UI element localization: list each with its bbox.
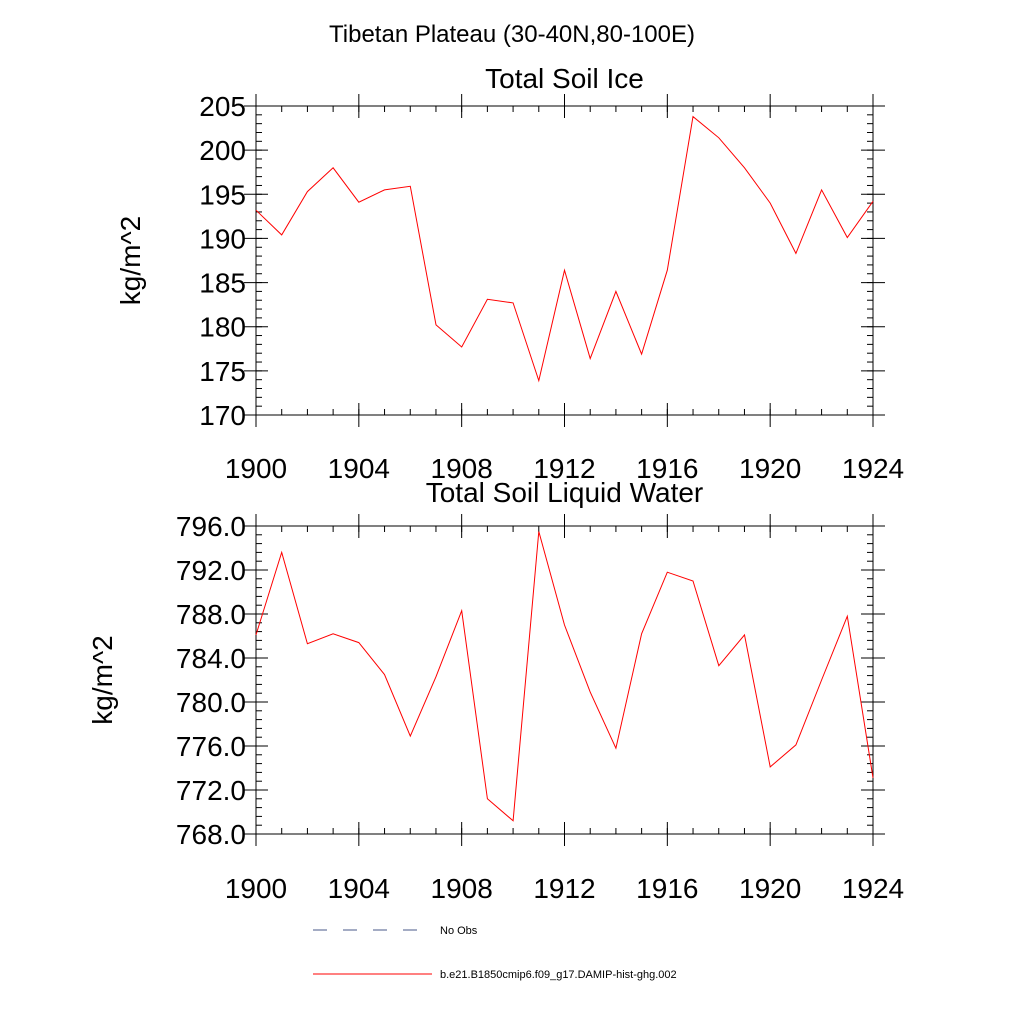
legend-no-obs-label: No Obs <box>440 925 478 937</box>
y-tick-label: 200 <box>199 135 246 166</box>
x-tick-label: 1920 <box>739 873 801 904</box>
figure-title: Tibetan Plateau (30-40N,80-100E) <box>329 21 695 48</box>
y-tick-label: 792.0 <box>176 555 246 586</box>
y-tick-label: 788.0 <box>176 599 246 630</box>
y-tick-label: 768.0 <box>176 819 246 850</box>
x-tick-label: 1924 <box>842 453 904 484</box>
panel-title: Total Soil Liquid Water <box>426 477 704 508</box>
soil-liquid-water-panel: Total Soil Liquid Water 768.0 772.0 776.0 78… <box>87 477 904 904</box>
legend-model-label: b.e21.B1850cmip6.f09_g17.DAMIP-hist-ghg.… <box>440 969 677 981</box>
legend: No Obs b.e21.B1850cmip6.f09_g17.DAMIP-hi… <box>313 925 677 981</box>
soil-ice-panel: Total Soil Ice 170 175 180 185 190 195 200 205 19… <box>115 63 904 484</box>
x-tick-label: 1916 <box>636 873 698 904</box>
x-tick-label: 1912 <box>533 453 595 484</box>
plot-frame <box>255 525 874 835</box>
y-tick-label: 170 <box>199 400 246 431</box>
x-tick-label: 1904 <box>328 873 390 904</box>
x-tick-label: 1904 <box>328 453 390 484</box>
panel-title: Total Soil Ice <box>485 63 644 94</box>
y-tick-label: 796.0 <box>176 511 246 542</box>
x-tick-label: 1908 <box>431 873 493 904</box>
x-tick-label: 1908 <box>431 453 493 484</box>
x-tick-label: 1916 <box>636 453 698 484</box>
x-tick-label: 1900 <box>225 873 287 904</box>
y-tick-label: 776.0 <box>176 731 246 762</box>
x-tick-label: 1920 <box>739 453 801 484</box>
x-tick-label: 1912 <box>533 873 595 904</box>
series-line <box>255 115 874 383</box>
y-tick-label: 780.0 <box>176 687 246 718</box>
y-tick-label: 205 <box>199 91 246 122</box>
y-tick-label: 180 <box>199 312 246 343</box>
y-tick-label: 190 <box>199 223 246 254</box>
y-tick-label: 772.0 <box>176 775 246 806</box>
plot-frame <box>255 105 874 416</box>
x-tick-label: 1924 <box>842 873 904 904</box>
y-tick-label: 195 <box>199 179 246 210</box>
y-tick-label: 784.0 <box>176 643 246 674</box>
y-axis-label: kg/m^2 <box>115 216 146 305</box>
x-tick-label: 1900 <box>225 453 287 484</box>
y-axis-label: kg/m^2 <box>87 635 118 724</box>
y-tick-label: 185 <box>199 268 246 299</box>
y-tick-label: 175 <box>199 356 246 387</box>
series-line <box>255 531 874 822</box>
